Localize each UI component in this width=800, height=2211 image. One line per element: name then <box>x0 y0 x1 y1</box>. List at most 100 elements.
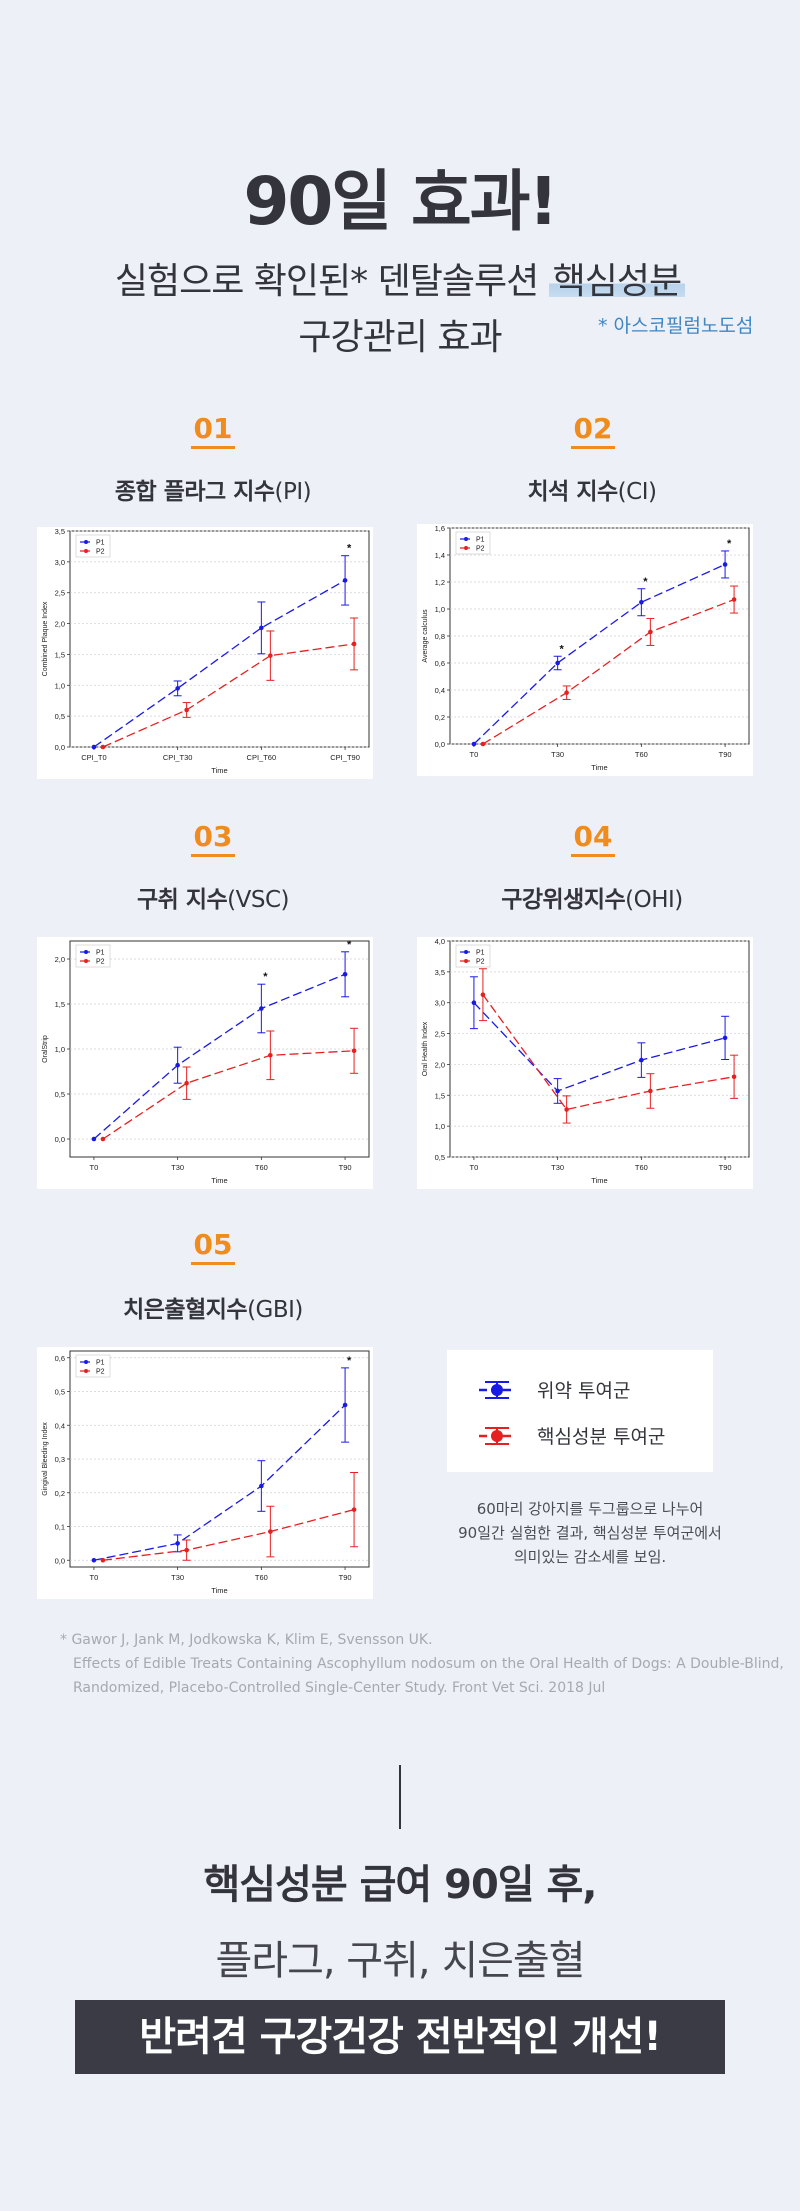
section-title-ohi: 구강위생지수(OHI) <box>501 887 683 913</box>
y-tick-label: 1,0 <box>55 1045 65 1054</box>
inner-legend-marker <box>84 540 88 544</box>
y-tick-label: 3,5 <box>55 527 65 536</box>
legend-item-placebo: 위약 투여군 <box>477 1376 630 1403</box>
x-tick-label: T0 <box>90 1163 99 1172</box>
data-point-p2 <box>100 1136 106 1142</box>
significance-star: * <box>559 643 564 655</box>
data-point-p2 <box>268 1529 273 1534</box>
x-axis-label: Time <box>211 1176 227 1185</box>
ingredient-footnote: * 아스코필럼노도섬 <box>598 315 754 337</box>
inner-legend <box>75 534 111 558</box>
y-tick-label: 1,4 <box>435 551 445 560</box>
y-tick-label: 1,5 <box>55 1000 65 1009</box>
x-tick-label: CPI_T30 <box>163 753 193 762</box>
y-tick-label: 0,0 <box>55 1556 65 1565</box>
inner-legend-marker <box>464 950 468 954</box>
conclusion-banner: 반려견 구강건강 전반적인 개선! <box>75 2000 725 2074</box>
data-point-p2 <box>648 1088 653 1094</box>
y-tick-label: 3,0 <box>55 558 65 567</box>
y-tick-label: 2,0 <box>55 620 65 629</box>
data-point-p1 <box>722 562 728 567</box>
caption-line: 60마리 강아지를 두그룹으로 나누어 <box>476 1500 704 1518</box>
conclusion-line2: 플라그, 구취, 치은출혈 <box>215 1938 585 1984</box>
x-axis-label: Time <box>211 1586 227 1595</box>
x-axis-label: Time <box>591 763 607 772</box>
subtitle-text: 실험으로 확인된* 덴탈솔루션 <box>114 261 549 302</box>
x-tick-label: T30 <box>171 1573 184 1582</box>
data-point-p2 <box>731 1074 737 1080</box>
data-point-p1 <box>175 1062 180 1068</box>
y-tick-label: 3,0 <box>435 999 445 1008</box>
section-number-03: 03 <box>153 820 273 857</box>
plot-frame <box>69 530 370 748</box>
x-tick-label: T0 <box>90 1573 99 1582</box>
inner-legend-label: P2 <box>476 546 485 553</box>
data-point-p2 <box>184 1080 189 1086</box>
section-number-04: 04 <box>533 820 653 857</box>
y-tick-label: 0,2 <box>435 713 445 722</box>
plot-frame <box>449 940 750 1158</box>
data-point-p1 <box>342 578 348 583</box>
y-tick-label: 2,5 <box>435 1030 445 1039</box>
inner-legend <box>455 531 491 555</box>
data-point-p1 <box>175 1541 180 1546</box>
data-point-p2 <box>100 1557 106 1563</box>
legend-label-p1: 위약 투여군 <box>537 1380 631 1402</box>
series-line-p1 <box>473 563 726 745</box>
y-tick-label: 2,0 <box>55 955 65 964</box>
x-tick-label: T60 <box>255 1573 268 1582</box>
reference-line: Randomized, Placebo-Controlled Single-Ce… <box>73 1680 606 1696</box>
x-tick-label: T30 <box>551 750 564 759</box>
significance-star: * <box>347 543 352 555</box>
data-point-p2 <box>268 1053 273 1058</box>
y-tick-label: 0,6 <box>435 659 445 668</box>
y-axis-label: Average calculus <box>422 609 429 663</box>
y-tick-label: 1,2 <box>435 578 445 587</box>
y-tick-label: 0,6 <box>55 1354 65 1363</box>
x-tick-label: CPI_T0 <box>81 753 106 762</box>
divider-line <box>399 1765 401 1829</box>
y-axis-label: OralStrip <box>42 1035 49 1063</box>
y-tick-label: 1,0 <box>435 1122 445 1131</box>
inner-legend-label: P1 <box>96 1360 105 1367</box>
data-point-p1 <box>91 1557 97 1563</box>
y-tick-label: 2,5 <box>55 589 65 598</box>
chart-gingival-bleeding-index: 0,0 0,1 0,2 0,3 0,4 0,5 0,6 T0 T30 T60 T90 Time Ging… <box>37 1347 373 1599</box>
legend-marker-p2 <box>479 1426 515 1445</box>
data-point-p2 <box>184 1547 189 1553</box>
significance-star: * <box>643 576 648 588</box>
reference-line: Effects of Edible Treats Containing Asco… <box>73 1656 784 1672</box>
y-tick-label: 0,5 <box>55 712 65 721</box>
series-line-p1 <box>93 973 346 1140</box>
x-tick-label: T0 <box>470 1163 479 1172</box>
y-tick-label: 0,4 <box>435 686 445 695</box>
inner-legend-label: P2 <box>96 959 105 966</box>
x-axis-label: Time <box>211 766 227 775</box>
data-point-p2 <box>731 597 737 602</box>
data-point-p1 <box>555 660 560 666</box>
series-line-p2 <box>482 994 735 1111</box>
legend-box: 위약 투여군 핵심성분 투여군 <box>447 1350 713 1472</box>
series-line-p1 <box>93 1404 346 1561</box>
y-tick-label: 0,0 <box>435 740 445 749</box>
significance-star: * <box>347 1355 352 1367</box>
data-point-p2 <box>268 653 273 658</box>
y-axis-label: Oral Health Index <box>422 1021 429 1076</box>
significance-star: * <box>263 971 268 983</box>
inner-legend <box>75 944 111 968</box>
y-tick-label: 0,5 <box>55 1388 65 1397</box>
y-tick-label: 3,5 <box>435 968 445 977</box>
data-point-p1 <box>555 1088 560 1094</box>
x-tick-label: T90 <box>719 1163 732 1172</box>
data-point-p1 <box>639 599 644 605</box>
y-tick-label: 1,5 <box>435 1091 445 1100</box>
data-point-p1 <box>259 1483 264 1489</box>
y-tick-label: 0,0 <box>55 1135 65 1144</box>
x-axis-label: Time <box>591 1176 607 1185</box>
series-line-p1 <box>473 1002 726 1092</box>
inner-legend <box>455 944 491 968</box>
y-tick-label: 0,5 <box>55 1090 65 1099</box>
data-point-p2 <box>100 744 106 750</box>
y-tick-label: 0,2 <box>55 1489 65 1498</box>
reference-line: * Gawor J, Jank M, Jodkowska K, Klim E, … <box>60 1632 433 1648</box>
